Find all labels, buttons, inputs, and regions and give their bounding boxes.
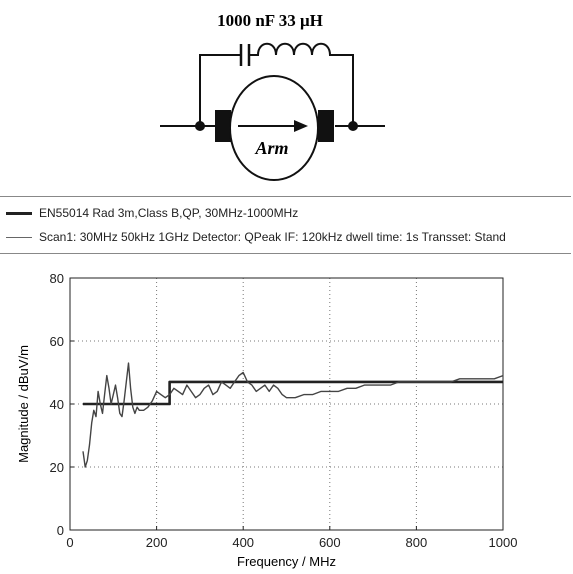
legend-label-scan: Scan1: 30MHz 50kHz 1GHz Detector: QPeak …	[39, 230, 506, 244]
chart-legend: EN55014 Rad 3m,Class B,QP, 30MHz-1000MHz…	[0, 196, 573, 256]
left-brush	[215, 110, 231, 142]
left-node	[195, 121, 205, 131]
tick-layer: 0 200 400 600 800 1000 0 20 40 60 80	[50, 271, 518, 550]
inductor-coil	[249, 42, 354, 126]
y-tick-label: 80	[50, 271, 64, 286]
legend-box	[0, 196, 571, 254]
y-tick-label: 0	[57, 523, 64, 538]
x-axis-label: Frequency / MHz	[237, 554, 336, 569]
legend-entry-limit: EN55014 Rad 3m,Class B,QP, 30MHz-1000MHz	[6, 203, 298, 223]
series-layer	[82, 362, 504, 468]
emc-chart: 0 200 400 600 800 1000 0 20 40 60 80 Frequency / M…	[16, 271, 518, 569]
armature-arrow-head	[294, 120, 308, 132]
legend-label-limit: EN55014 Rad 3m,Class B,QP, 30MHz-1000MHz	[39, 206, 299, 220]
legend-swatch-scan	[6, 236, 32, 238]
x-tick-label: 400	[232, 535, 254, 550]
component-value-label: 1000 nF 33 μH	[217, 11, 323, 30]
x-tick-label: 200	[146, 535, 168, 550]
top-wire	[199, 54, 240, 126]
right-brush	[318, 110, 334, 142]
right-node	[348, 121, 358, 131]
armature-label: Arm	[254, 138, 288, 158]
y-tick-label: 20	[50, 460, 64, 475]
y-axis-label: Magnitude / dBuV/m	[16, 345, 31, 463]
legend-entry-scan: Scan1: 30MHz 50kHz 1GHz Detector: QPeak …	[6, 227, 506, 247]
x-tick-label: 600	[319, 535, 341, 550]
x-tick-label: 800	[406, 535, 428, 550]
motor-circuit-diagram: 1000 nF 33 μH Arm	[160, 11, 385, 181]
legend-swatch-limit	[6, 211, 32, 215]
y-tick-label: 40	[50, 397, 64, 412]
series-limit-line	[83, 380, 503, 406]
x-tick-label: 0	[66, 535, 73, 550]
series-scan-line	[82, 362, 504, 468]
x-tick-label: 1000	[489, 535, 518, 550]
y-tick-label: 60	[50, 334, 64, 349]
armature-circle	[229, 75, 319, 181]
